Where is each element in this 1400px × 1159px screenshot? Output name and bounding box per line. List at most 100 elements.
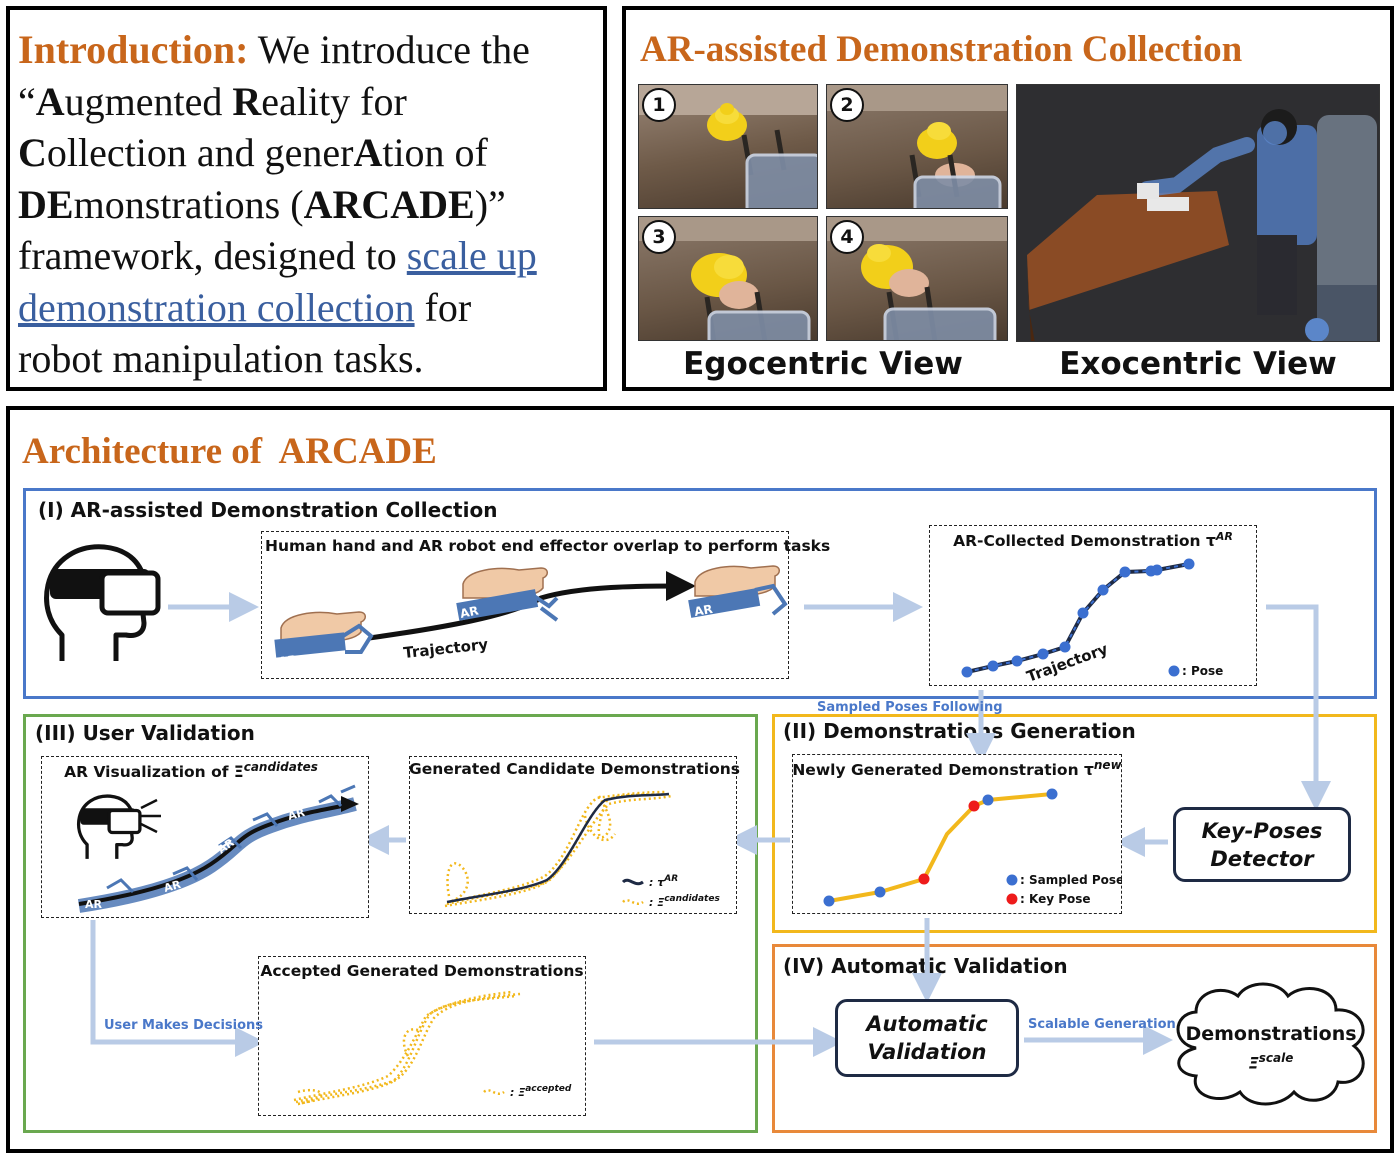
stage-1-title: (I) AR-assisted Demonstration Collection	[38, 498, 498, 522]
hand-overlap-title: Human hand and AR robot end effector ove…	[265, 537, 831, 555]
hand-overlap-illustration: AR AR AR Trajectory	[274, 565, 788, 669]
exo-scene	[1017, 85, 1379, 341]
candidates-plot: : τAR : Ξcandidates	[444, 790, 720, 909]
ar-collected-trajectory: Trajectory : Pose	[961, 558, 1223, 686]
tau-legend: : τAR	[649, 874, 678, 889]
intro-text: tion of	[382, 130, 488, 175]
ar-tag: AR	[286, 806, 306, 823]
intro-text: robot manipulation tasks.	[18, 336, 424, 381]
ar-visualization-title: AR Visualization of Ξcandidates	[41, 760, 341, 781]
sampled-pose-legend-dot	[1006, 874, 1018, 886]
intro-letter: DE	[18, 181, 74, 227]
tau-legend-line	[621, 878, 644, 886]
intro-text: )”	[474, 181, 506, 227]
stage-3-box	[23, 714, 758, 1133]
intro-text: framework, designed to	[18, 233, 407, 278]
sampled-pose-point	[982, 794, 994, 806]
intro-heading: Introduction:	[18, 27, 249, 72]
ar-collected-sup: AR	[1215, 530, 1233, 543]
vr-headset-icon	[44, 544, 161, 661]
accepted-legend: : Ξaccepted	[510, 1084, 572, 1099]
trajectory-label: Trajectory	[403, 635, 490, 662]
egocentric-view-label: Egocentric View	[683, 346, 963, 382]
newly-generated-title: Newly Generated Demonstration τnew	[792, 758, 1122, 779]
demonstrations-cloud-icon	[1176, 982, 1365, 1106]
vr-headset-small-icon	[76, 794, 142, 859]
ar-hand-icon	[274, 611, 374, 658]
intro-letter: C	[18, 130, 47, 175]
intro-panel: Introduction: We introduce the “Augmente…	[6, 6, 607, 391]
ar-hand-icon	[456, 567, 559, 622]
demonstrations-label: Demonstrations Ξscale	[1176, 1022, 1366, 1075]
newly-generated-box	[792, 754, 1122, 914]
pose-point	[1097, 584, 1109, 596]
accepted-legend-line	[483, 1089, 505, 1095]
ar-tag: AR	[162, 878, 182, 895]
ar-tag: AR	[85, 898, 103, 911]
ar-collected-title: AR-Collected Demonstration τAR	[929, 530, 1257, 550]
stage-1-box	[23, 488, 1377, 699]
intro-text: for	[414, 284, 472, 330]
intro-letter: A	[353, 130, 383, 175]
automatic-validation[interactable]: Automatic Validation	[835, 999, 1019, 1077]
pose-legend: : Pose	[1182, 664, 1223, 678]
ar-hand-icon	[688, 565, 788, 618]
ar-visualization-title-text: AR Visualization of Ξ	[64, 763, 244, 782]
ar-tag-3: AR	[693, 602, 714, 619]
accepted-plot: : Ξaccepted	[293, 990, 572, 1106]
xi-legend: : Ξcandidates	[649, 894, 720, 909]
key-pose-legend-dot	[1006, 893, 1018, 905]
ar-visualization-illustration: AR AR AR AR	[76, 784, 359, 913]
pose-point	[1059, 641, 1071, 653]
sampled-pose-point	[1046, 788, 1058, 800]
pose-point	[961, 666, 973, 678]
stage-2-box	[772, 714, 1377, 933]
accepted-box	[258, 956, 586, 1116]
pose-point	[1011, 655, 1023, 667]
ar-tag-2: AR	[459, 603, 480, 621]
intro-letter: R	[232, 78, 262, 124]
intro-text: monstrations (	[73, 181, 304, 227]
pose-legend-dot	[1168, 665, 1180, 677]
key-poses-detector[interactable]: Key-Poses Detector	[1173, 807, 1351, 882]
pose-point	[1119, 566, 1131, 578]
stage-2-title: (II) Demonstrations Generation	[783, 719, 1136, 743]
intro-text: ollection and gener	[46, 130, 354, 175]
key-pose-point	[918, 873, 930, 885]
ar-collected-box	[929, 525, 1257, 686]
scale-up-link[interactable]: scale up	[406, 233, 537, 278]
architecture-title: Architecture of ARCADE	[22, 431, 437, 472]
ar-collected-title-text: AR-Collected Demonstration τ	[953, 532, 1216, 551]
step-badge-2: 2	[830, 88, 864, 122]
intro-text: “	[18, 78, 36, 124]
collection-panel: AR-assisted Demonstration Collection 1 2	[622, 6, 1394, 391]
exo-photo	[1016, 84, 1380, 342]
candidates-title: Generated Candidate Demonstrations	[409, 760, 741, 778]
step-badge-4: 4	[830, 220, 864, 254]
scalable-generation-label: Scalable Generation	[1028, 1017, 1176, 1032]
demonstration-collection-link[interactable]: demonstration collection	[18, 284, 415, 330]
demonstrations-text: Demonstrations	[1185, 1023, 1357, 1045]
newly-generated-trajectory: : Sampled Pose : Key Pose	[823, 788, 1122, 907]
key-pose-point	[968, 800, 980, 812]
ego-photo-4	[826, 216, 1008, 341]
intro-text: eality for	[261, 78, 407, 124]
user-decisions-label: User Makes Decisions	[104, 1018, 264, 1033]
intro-letter: A	[35, 78, 65, 124]
collection-title: AR-assisted Demonstration Collection	[640, 29, 1243, 70]
key-pose-legend: : Key Pose	[1020, 892, 1091, 906]
pose-point	[1151, 564, 1163, 576]
candidates-box	[409, 756, 737, 914]
pose-point	[987, 660, 999, 672]
xi-scale: Ξscale	[1248, 1051, 1294, 1073]
exocentric-view-label: Exocentric View	[1059, 346, 1337, 382]
step-badge-3: 3	[642, 220, 676, 254]
xi-legend-line	[622, 899, 644, 905]
stage-4-title: (IV) Automatic Validation	[783, 954, 1068, 978]
intro-text: We introduce the	[248, 27, 530, 72]
ar-visualization-sup: candidates	[243, 760, 318, 774]
step-badge-1: 1	[642, 88, 676, 122]
accepted-title: Accepted Generated Demonstrations	[260, 962, 584, 980]
pose-point	[1183, 558, 1195, 570]
intro-paragraph: Introduction: We introduce the “Augmente…	[18, 24, 608, 385]
